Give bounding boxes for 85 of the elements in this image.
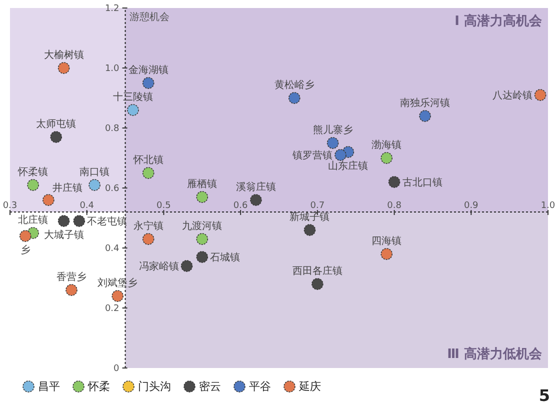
point xyxy=(334,149,346,161)
point xyxy=(88,179,100,191)
legend-label: 昌平 xyxy=(38,379,60,394)
data-label: 永宁镇 xyxy=(133,220,164,232)
point xyxy=(419,110,431,122)
x-tick-label: 0.5 xyxy=(156,201,171,211)
data-label: 怀柔镇 xyxy=(17,166,48,178)
data-label: 井庄镇 xyxy=(52,182,82,194)
point xyxy=(19,230,32,242)
point xyxy=(27,179,39,191)
point xyxy=(142,233,154,245)
data-label: 刘斌堡乡 xyxy=(98,277,138,289)
point xyxy=(58,215,70,227)
x-tick-label: 0.3 xyxy=(2,201,18,211)
data-label: 十三陵镇 xyxy=(112,91,153,103)
data-label: 古北口镇 xyxy=(402,176,442,188)
y-tick-label: 0.4 xyxy=(104,244,120,254)
point xyxy=(58,62,70,74)
data-label: 西田各庄镇 xyxy=(292,265,342,277)
point xyxy=(312,278,324,290)
point xyxy=(196,191,208,203)
data-label: 四海镇 xyxy=(372,235,402,247)
point xyxy=(73,215,86,227)
data-label: 冯家峪镇 xyxy=(138,260,179,272)
y-axis-title: 游憩机会 xyxy=(129,11,170,23)
data-label: 渤海镇 xyxy=(372,139,402,151)
x-tick-label: 0.9 xyxy=(464,201,479,211)
x-tick-label: 1.0 xyxy=(540,201,556,211)
point xyxy=(250,194,262,206)
x-tick-label: 0.6 xyxy=(233,201,248,211)
data-label: 溪翁庄镇 xyxy=(236,181,276,193)
data-label: 太师屯镇 xyxy=(36,118,76,130)
data-label: 南口镇 xyxy=(80,166,110,178)
text: 5 xyxy=(538,386,550,405)
point xyxy=(142,77,154,89)
y-tick-label: 0.2 xyxy=(104,304,120,314)
data-label: 怀北镇 xyxy=(132,154,164,166)
point xyxy=(534,89,546,101)
point xyxy=(380,152,392,164)
data-label: 大城子镇 xyxy=(44,229,84,241)
y-tick-label: 0.6 xyxy=(104,184,120,194)
point xyxy=(66,284,78,296)
point xyxy=(196,251,208,263)
x-tick-label: 0.4 xyxy=(80,201,94,211)
legend-label: 延庆 xyxy=(299,379,321,394)
y-tick-label: 0.8 xyxy=(104,124,120,134)
data-label: 石城镇 xyxy=(210,252,240,264)
legend-label: 门头沟 xyxy=(138,379,171,394)
data-label: 大榆树镇 xyxy=(44,49,84,61)
legend-label: 平谷 xyxy=(249,379,271,394)
point xyxy=(50,131,62,143)
data-label: 熊儿寨乡 xyxy=(312,124,353,136)
point xyxy=(388,176,400,188)
point xyxy=(380,248,392,260)
point xyxy=(180,260,193,272)
legend-label: 怀柔 xyxy=(88,379,110,394)
point xyxy=(288,92,300,104)
point xyxy=(142,167,154,179)
data-label: 新城子镇 xyxy=(290,211,330,223)
legend-label: 密云 xyxy=(199,379,221,394)
data-label: 北庄镇 xyxy=(18,214,48,226)
annotation: Ⅲ 高潜力低机会 xyxy=(447,346,543,362)
data-label: 雁栖镇 xyxy=(187,178,218,190)
data-label: 九渡河镇 xyxy=(182,220,222,232)
point xyxy=(304,224,316,236)
data-label: 金海湖镇 xyxy=(128,64,168,76)
point xyxy=(127,104,139,116)
data-label: 乡 xyxy=(20,244,30,256)
y-tick-label: 1.0 xyxy=(104,64,120,74)
point xyxy=(112,290,124,302)
point xyxy=(196,233,208,245)
x-tick-label: 0.8 xyxy=(387,201,402,211)
point xyxy=(42,194,54,206)
data-label: 镇罗营镇 xyxy=(291,150,332,162)
data-label: 香营乡 xyxy=(56,271,86,283)
data-label: 八达岭镇 xyxy=(492,90,532,102)
y-tick-label: 0 xyxy=(114,364,120,374)
y-tick-label: 1.2 xyxy=(104,4,120,14)
point xyxy=(326,137,339,149)
data-label: 不老屯镇 xyxy=(87,216,128,228)
annotation: Ⅰ 高潜力高机会 xyxy=(454,13,543,29)
data-label: 山东庄镇 xyxy=(328,160,368,172)
data-label: 南独乐河镇 xyxy=(400,97,450,109)
x-tick-label: 0.7 xyxy=(310,201,325,211)
data-label: 黄松峪乡 xyxy=(274,79,314,91)
